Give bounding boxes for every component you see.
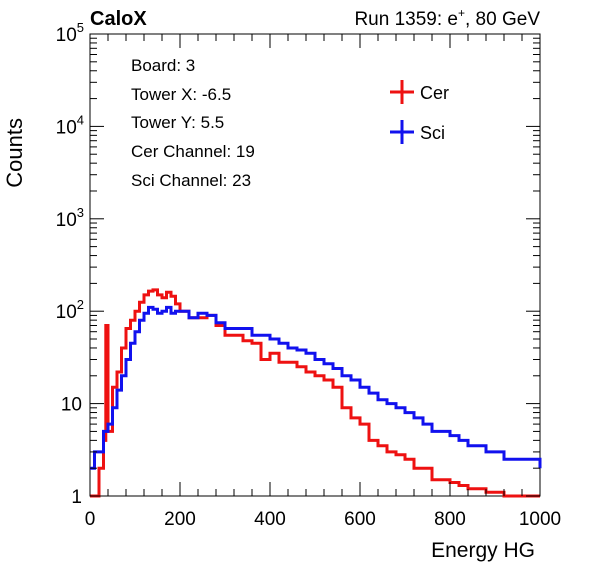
chart-title-right: Run 1359: e+, 80 GeV <box>354 6 540 30</box>
legend-marker-sci <box>390 120 414 144</box>
series-sci-line <box>90 305 542 470</box>
y-axis-label: Counts <box>2 118 27 188</box>
info-cer-channel: Cer Channel: 19 <box>131 142 255 161</box>
legend-label-sci: Sci <box>420 123 445 143</box>
info-board: Board: 3 <box>131 56 195 75</box>
y-tick-label: 103 <box>56 205 84 231</box>
x-tick-label: 800 <box>434 509 466 530</box>
legend-label-cer: Cer <box>420 83 449 103</box>
legend-marker-cer <box>390 80 414 104</box>
x-tick-label: 600 <box>344 509 376 530</box>
info-tower-x: Tower X: -6.5 <box>131 85 231 104</box>
x-tick-label: 1000 <box>519 509 561 530</box>
info-tower-y: Tower Y: 5.5 <box>131 113 224 132</box>
x-tick-label: 200 <box>164 509 196 530</box>
y-tick-label: 104 <box>56 112 84 138</box>
series-layer <box>90 288 542 498</box>
chart-title-left: CaloX <box>90 8 147 30</box>
legend: Cer Sci <box>390 80 449 144</box>
x-tick-label: 400 <box>254 509 286 530</box>
y-tick-label: 102 <box>56 297 84 323</box>
x-axis-label: Energy HG <box>431 539 535 562</box>
y-tick-label: 1 <box>71 487 82 508</box>
y-tick-label: 105 <box>56 20 84 46</box>
x-tick-label: 0 <box>85 509 96 530</box>
series-cer-line <box>90 288 540 498</box>
info-box: Board: 3 Tower X: -6.5 Tower Y: 5.5 Cer … <box>131 56 255 190</box>
info-sci-channel: Sci Channel: 23 <box>131 171 251 190</box>
plot-frame <box>89 33 541 497</box>
y-tick-label: 10 <box>61 395 82 416</box>
tick-layer: 0 200 400 600 800 1000 1 10 102 103 104 105 <box>56 20 562 530</box>
